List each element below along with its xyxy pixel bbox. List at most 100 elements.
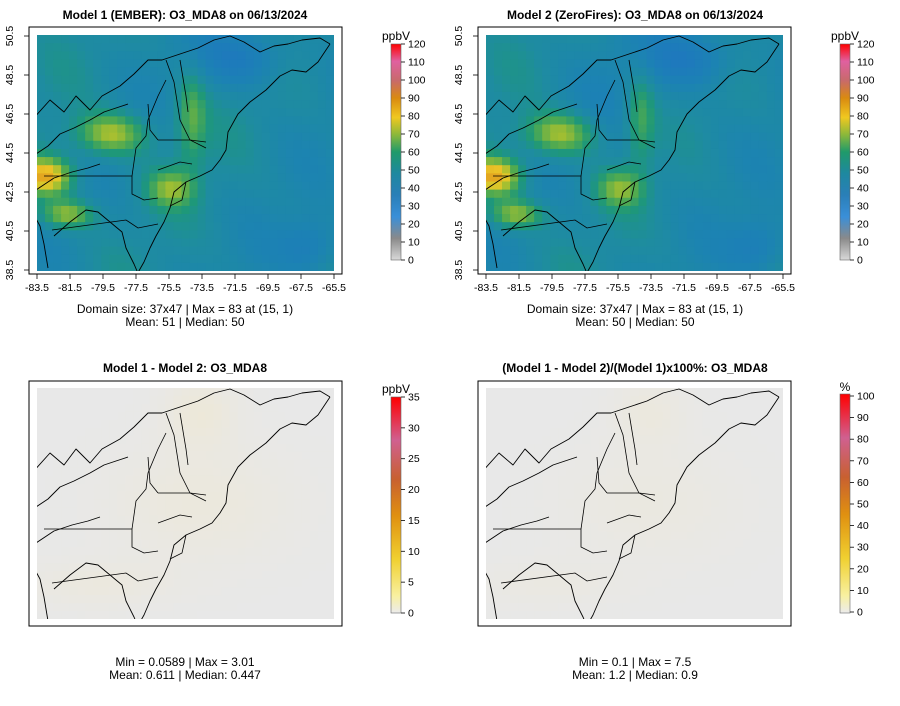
heatmap-cell (694, 67, 704, 77)
heatmap-cell (574, 140, 583, 150)
heatmap-cell (85, 51, 94, 60)
heatmap-cell (550, 246, 559, 256)
heatmap-cell (758, 499, 768, 508)
heatmap-cell (542, 214, 551, 223)
heatmap-cell (117, 173, 126, 182)
heatmap-cell (670, 91, 680, 101)
heatmap-cell (582, 116, 591, 125)
heatmap-cell (566, 67, 575, 77)
heatmap-cell (774, 523, 783, 532)
heatmap-cell (37, 555, 46, 564)
heatmap-cell (165, 491, 174, 500)
heatmap-cell (229, 181, 239, 191)
heatmap-cell (117, 205, 126, 215)
heatmap-cell (109, 246, 118, 256)
heatmap-cell (534, 214, 543, 223)
heatmap-cell (53, 475, 62, 484)
heatmap-cell (518, 205, 527, 215)
heatmap-cell (558, 475, 567, 484)
heatmap-cell (325, 579, 334, 588)
heatmap-cell (197, 100, 206, 109)
heatmap-cell (109, 254, 118, 264)
heatmap-cell (245, 116, 255, 125)
heatmap-cell (285, 59, 295, 68)
heatmap-cell (622, 427, 631, 437)
heatmap-cell (53, 116, 62, 125)
heatmap-cell (614, 547, 623, 556)
heatmap-cell (253, 475, 263, 484)
heatmap-cell (37, 100, 46, 109)
heatmap-cell (726, 51, 736, 60)
heatmap-cell (702, 262, 712, 271)
heatmap-cell (734, 132, 744, 142)
heatmap-cell (606, 491, 615, 500)
heatmap-cell (566, 563, 575, 572)
heatmap-cell (686, 499, 696, 508)
heatmap-cell (125, 499, 134, 508)
heatmap-cell (109, 124, 118, 134)
heatmap-cell (181, 467, 190, 477)
heatmap-cell (165, 59, 174, 68)
heatmap-cell (261, 108, 271, 117)
heatmap-cell (165, 246, 174, 256)
heatmap-cell (694, 100, 704, 109)
heatmap-cell (774, 181, 783, 191)
heatmap-cell (117, 67, 126, 77)
heatmap-cell (245, 205, 255, 215)
heatmap-cell (325, 124, 334, 134)
heatmap-cell (622, 157, 631, 166)
heatmap-cell (125, 515, 134, 524)
heatmap-cell (173, 116, 182, 125)
heatmap-cell (502, 148, 511, 158)
heatmap-cell (53, 148, 62, 158)
heatmap-cell (622, 165, 631, 174)
heatmap-cell (173, 443, 182, 453)
heatmap-cell (165, 67, 174, 77)
heatmap-cell (574, 132, 583, 142)
heatmap-cell (61, 100, 70, 109)
heatmap-cell (654, 475, 663, 484)
heatmap-cell (510, 467, 519, 477)
heatmap-cell (165, 116, 174, 125)
heatmap-cell (237, 35, 247, 44)
heatmap-cell (293, 189, 303, 199)
heatmap-cell (542, 475, 551, 484)
heatmap-cell (229, 140, 239, 150)
heatmap-cell (253, 571, 263, 580)
heatmap-cell (77, 547, 86, 556)
heatmap-cell (53, 515, 62, 524)
heatmap-cell (125, 205, 134, 215)
heatmap-cell (261, 531, 271, 540)
heatmap-cell (534, 571, 543, 580)
heatmap-cell (285, 611, 295, 619)
heatmap-cell (85, 197, 94, 207)
heatmap-cell (245, 563, 255, 572)
heatmap-cell (301, 189, 311, 199)
y-axis: 38.540.542.544.546.548.550.5 (4, 26, 29, 280)
heatmap-cell (758, 523, 768, 532)
heatmap-cell (774, 403, 783, 413)
heatmap-cell (61, 238, 70, 247)
heatmap-cell (245, 515, 255, 524)
heatmap-cell (558, 91, 567, 101)
heatmap-cell (726, 75, 736, 85)
heatmap-cell (285, 571, 295, 580)
heatmap-cell (710, 230, 720, 239)
heatmap-cell (261, 555, 271, 564)
heatmap-cell (213, 59, 223, 68)
heatmap-cell (69, 75, 78, 85)
heatmap-cell (638, 67, 647, 77)
heatmap-cell (734, 395, 744, 405)
heatmap-cell (117, 427, 126, 437)
heatmap-cell (598, 563, 607, 572)
heatmap-cell (486, 51, 495, 60)
heatmap-cell (229, 435, 239, 445)
heatmap-cell (189, 67, 198, 77)
colorbar-tick-label: 80 (857, 111, 869, 123)
heatmap-cell (558, 499, 567, 508)
heatmap-cell (293, 254, 303, 264)
heatmap-cell (646, 475, 655, 484)
heatmap-cell (221, 262, 231, 271)
heatmap-cell (85, 173, 94, 182)
heatmap-cell (221, 467, 231, 477)
